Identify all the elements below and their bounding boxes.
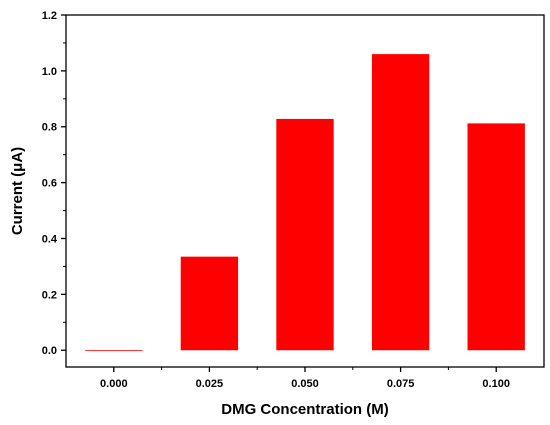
y-tick-label: 0.4 [42,233,58,245]
bars-group [85,54,525,352]
bar-0.050 [276,118,334,351]
y-tick-label: 1.0 [42,66,57,78]
x-axis-title: DMG Concentration (M) [221,401,388,418]
bar-0.000 [85,350,143,352]
x-tick-label: 0.075 [387,378,415,390]
x-tick-label: 0.025 [196,378,224,390]
y-axis-ticks: 0.0 0.2 0.4 0.6 0.8 1.0 1.2 [42,10,66,357]
y-tick-label: 0.2 [42,289,57,301]
x-tick-label: 0.050 [291,378,319,390]
y-tick-label: 1.2 [42,10,57,22]
x-tick-label: 0.100 [482,378,510,390]
bar-0.100 [467,123,525,351]
y-axis-title: Current (μA) [9,147,26,235]
y-tick-label: 0.0 [42,345,57,357]
y-tick-label: 0.6 [42,178,57,190]
y-tick-label: 0.8 [42,122,57,134]
bar-0.075 [371,54,430,351]
x-axis-ticks: 0.000 0.025 0.050 0.075 0.100 [100,367,510,390]
x-tick-label: 0.000 [100,378,128,390]
bar-0.025 [180,256,239,351]
